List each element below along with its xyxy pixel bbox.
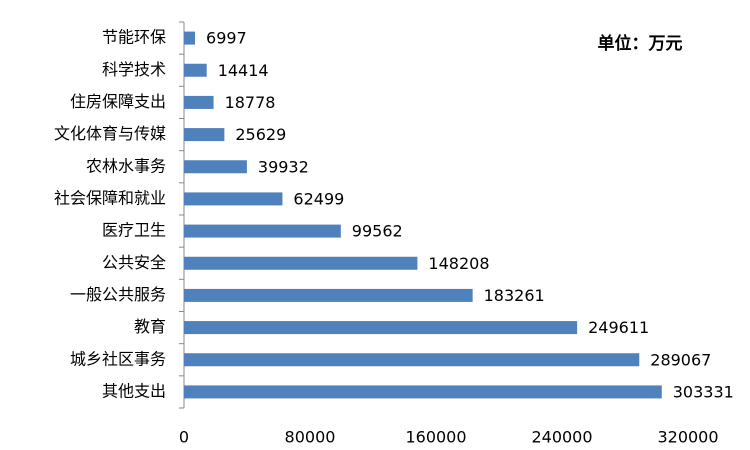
y-tick-label: 社会保障和就业 bbox=[54, 188, 166, 207]
bar bbox=[184, 128, 225, 142]
value-label: 99562 bbox=[352, 222, 403, 241]
value-label: 14414 bbox=[218, 61, 269, 80]
bar bbox=[184, 95, 214, 109]
x-tick-label: 80000 bbox=[285, 428, 336, 447]
bar bbox=[184, 256, 418, 270]
x-tick-label: 0 bbox=[179, 428, 189, 447]
value-label: 18778 bbox=[225, 93, 276, 112]
y-tick-label: 其他支出 bbox=[102, 381, 166, 400]
x-tick-label: 160000 bbox=[405, 428, 466, 447]
y-tick-label: 文化体育与传媒 bbox=[54, 124, 166, 143]
bar bbox=[184, 385, 662, 399]
y-tick-label: 农林水事务 bbox=[86, 156, 166, 175]
unit-annotation: 单位：万元 bbox=[598, 33, 683, 54]
y-tick-label: 公共安全 bbox=[102, 253, 166, 272]
y-tick-label: 住房保障支出 bbox=[70, 92, 166, 111]
value-label: 289067 bbox=[650, 350, 711, 369]
value-label: 6997 bbox=[206, 29, 247, 48]
value-label: 183261 bbox=[484, 286, 545, 305]
bar bbox=[184, 288, 473, 302]
value-label: 25629 bbox=[235, 125, 286, 144]
bar bbox=[184, 192, 283, 206]
bar bbox=[184, 31, 196, 45]
value-label: 39932 bbox=[258, 157, 309, 176]
value-label: 62499 bbox=[293, 189, 344, 208]
bar bbox=[184, 353, 640, 367]
bar bbox=[184, 224, 341, 238]
bar bbox=[184, 321, 578, 335]
y-tick-label: 城乡社区事务 bbox=[70, 349, 166, 368]
bar bbox=[184, 160, 247, 174]
y-tick-label: 医疗卫生 bbox=[102, 221, 166, 240]
y-tick-label: 一般公共服务 bbox=[70, 285, 166, 304]
value-label: 148208 bbox=[428, 254, 489, 273]
x-tick-label: 320000 bbox=[657, 428, 718, 447]
value-label: 249611 bbox=[588, 318, 649, 337]
y-tick-label: 科学技术 bbox=[102, 60, 166, 79]
y-tick-label: 教育 bbox=[134, 317, 166, 336]
x-tick-label: 240000 bbox=[531, 428, 592, 447]
y-tick-label: 节能环保 bbox=[102, 28, 166, 47]
value-label: 303331 bbox=[673, 382, 734, 401]
bar bbox=[184, 63, 207, 77]
